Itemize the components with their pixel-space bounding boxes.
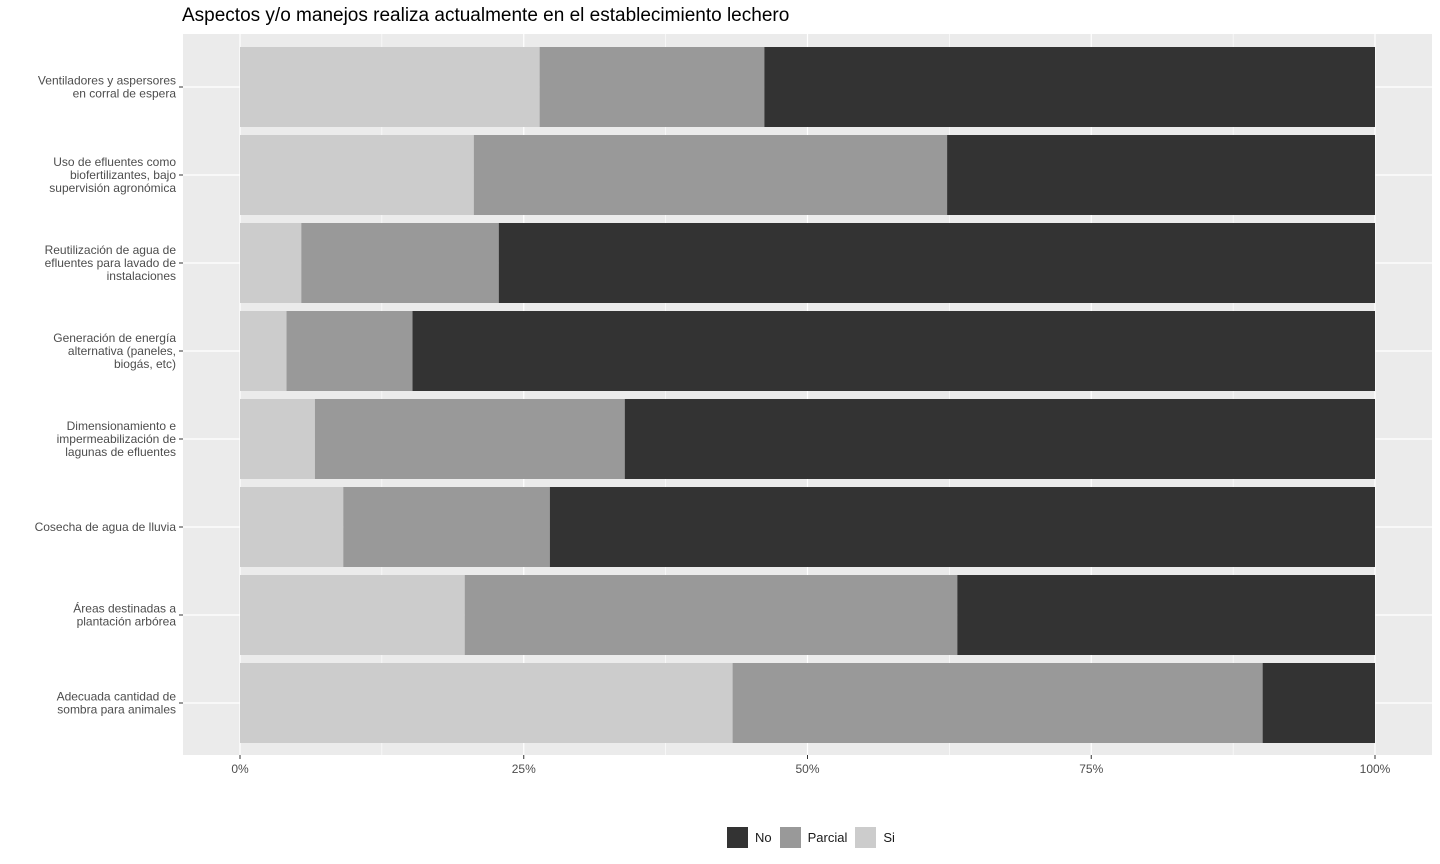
category-label: Generación de energía	[53, 331, 176, 345]
bar-no-6	[549, 487, 1375, 567]
bar-no-8	[1262, 663, 1375, 743]
category-label: Dimensionamiento e	[67, 419, 177, 433]
bar-parcial-4	[286, 311, 413, 391]
bar-parcial-1	[539, 47, 765, 127]
bar-no-7	[957, 575, 1375, 655]
bar-si-8	[240, 663, 733, 743]
category-label: biogás, etc)	[114, 357, 176, 371]
category-label: sombra para animales	[57, 703, 176, 717]
legend-item-parcial: Parcial	[779, 827, 848, 848]
x-tick-label: 0%	[231, 762, 249, 776]
category-label: plantación arbórea	[77, 615, 177, 629]
bar-si-5	[240, 399, 315, 479]
category-label: supervisión agronómica	[49, 181, 176, 195]
legend: No Parcial Si	[727, 827, 903, 848]
category-label: lagunas de efluentes	[65, 445, 176, 459]
x-tick-label: 75%	[1079, 762, 1103, 776]
bar-parcial-7	[464, 575, 958, 655]
x-tick-label: 100%	[1360, 762, 1391, 776]
bar-parcial-8	[732, 663, 1263, 743]
bar-si-7	[240, 575, 465, 655]
legend-label-no: No	[755, 830, 772, 845]
category-label: en corral de espera	[73, 87, 177, 101]
category-label: Cosecha de agua de lluvia	[35, 520, 177, 534]
bar-no-3	[498, 223, 1375, 303]
bar-parcial-5	[314, 399, 625, 479]
bar-si-2	[240, 135, 474, 215]
legend-item-no: No	[727, 827, 772, 848]
x-tick-label: 50%	[795, 762, 819, 776]
bar-no-5	[624, 399, 1375, 479]
bar-parcial-2	[473, 135, 948, 215]
category-label: Ventiladores y aspersores	[38, 74, 176, 88]
category-label: impermeabilización de	[57, 432, 177, 446]
bar-parcial-3	[301, 223, 499, 303]
bar-no-1	[764, 47, 1375, 127]
legend-label-parcial: Parcial	[807, 830, 848, 845]
legend-key-parcial	[779, 827, 801, 848]
category-label: Uso de efluentes como	[53, 155, 176, 169]
category-label: biofertilizantes, bajo	[70, 168, 176, 182]
category-label: Reutilización de agua de	[45, 243, 177, 257]
category-label: efluentes para lavado de	[45, 256, 177, 270]
category-label: alternativa (paneles,	[68, 344, 176, 358]
x-tick-label: 25%	[512, 762, 536, 776]
bar-no-2	[947, 135, 1375, 215]
bar-si-3	[240, 223, 302, 303]
category-label: Adecuada cantidad de	[57, 690, 177, 704]
bar-no-4	[412, 311, 1375, 391]
chart-title: Aspectos y/o manejos realiza actualmente…	[182, 5, 790, 26]
category-label: instalaciones	[107, 269, 176, 283]
bar-parcial-6	[343, 487, 550, 567]
legend-key-no	[727, 827, 748, 848]
bar-si-6	[240, 487, 344, 567]
category-label: Áreas destinadas a	[73, 601, 176, 616]
bar-si-1	[240, 47, 540, 127]
bar-si-4	[240, 311, 287, 391]
legend-item-si: Si	[855, 827, 895, 848]
legend-key-si	[855, 827, 877, 848]
legend-label-si: Si	[883, 830, 895, 845]
